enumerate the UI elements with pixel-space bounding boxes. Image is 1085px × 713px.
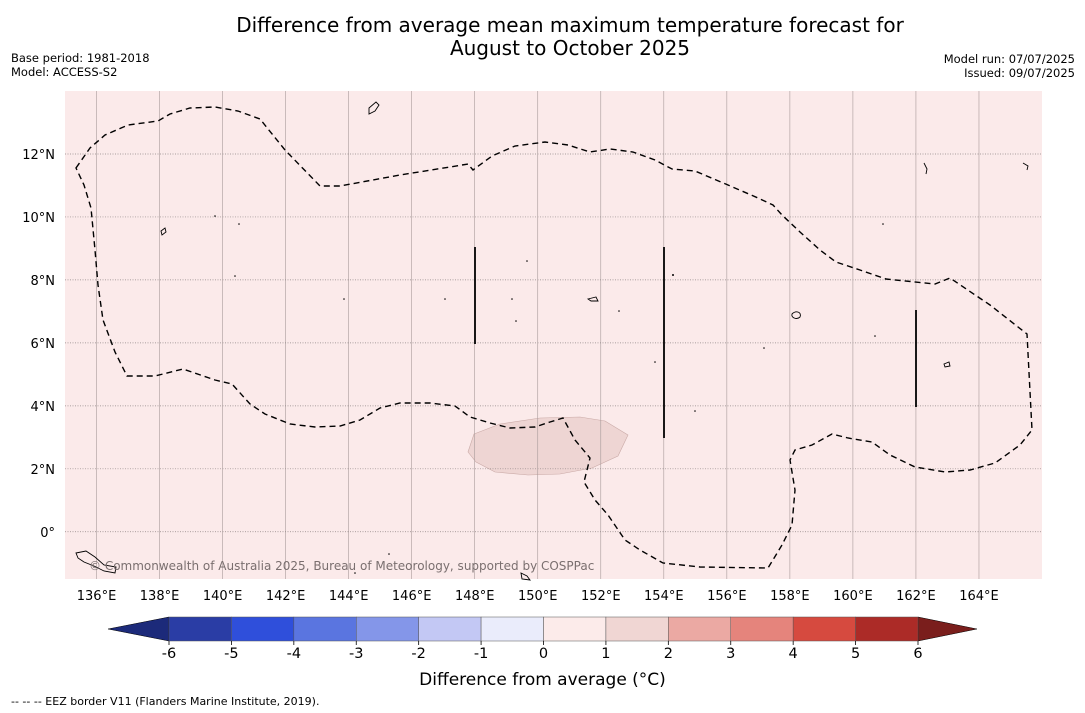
colorbar-tick-label: -2 [411, 646, 425, 662]
colorbar-tick-label: -5 [224, 646, 238, 662]
latitude-gridlines [65, 153, 1042, 533]
longitude-tick-label: 144°E [329, 589, 369, 604]
anomaly-region [467, 416, 629, 476]
island [586, 296, 599, 302]
island [75, 550, 117, 574]
colorbar-tick-label: 1 [601, 646, 610, 662]
colorbar-swatch [543, 616, 607, 642]
copyright-text: © Commonwealth of Australia 2025, Bureau… [89, 559, 594, 573]
colorbar-extend-low [107, 616, 170, 642]
latitude-tick-label: 10°N [22, 211, 55, 226]
issued-date: Issued: 09/07/2025 [964, 66, 1075, 80]
colorbar-swatch [231, 616, 295, 642]
island-dot [694, 410, 696, 412]
island [943, 361, 951, 368]
island-dot [654, 361, 656, 363]
islands [75, 101, 1029, 581]
eez-legend-note: -- -- -- EEZ border V11 (Flanders Marine… [11, 695, 320, 708]
colorbar-swatch [356, 616, 419, 642]
meta-right: Model run: 07/07/2025 Issued: 09/07/2025 [944, 52, 1075, 80]
island-dot [354, 572, 356, 574]
island [368, 101, 380, 115]
island [520, 572, 531, 581]
island-dot [526, 260, 528, 262]
colorbar-tick-label: 4 [789, 646, 798, 662]
longitude-tick-label: 140°E [203, 589, 243, 604]
island-dot [763, 347, 765, 349]
longitude-tick-label: 160°E [833, 589, 873, 604]
colorbar-swatch [168, 616, 232, 642]
island-dot [343, 298, 345, 300]
meta-left: Base period: 1981-2018 Model: ACCESS-S2 [11, 51, 150, 79]
colorbar-swatch [668, 616, 731, 642]
title-line-1: Difference from average mean maximum tem… [236, 13, 904, 37]
latitude-tick-label: 4°N [31, 400, 56, 415]
island-dot [511, 298, 513, 300]
latitude-labels: 12°N 10°N 8°N 6°N 4°N 2°N 0° [22, 148, 55, 541]
longitude-tick-label: 158°E [770, 589, 810, 604]
island-dot [618, 310, 620, 312]
colorbar-tick-label: -3 [349, 646, 363, 662]
island [1022, 162, 1029, 171]
colorbar-tick-label: -1 [474, 646, 488, 662]
colorbar-tick-label: -6 [162, 646, 176, 662]
longitude-tick-label: 156°E [707, 589, 747, 604]
model-name: Model: ACCESS-S2 [11, 65, 118, 79]
colorbar-tick-label: 2 [664, 646, 673, 662]
colorbar-swatch [480, 616, 544, 642]
map-background [65, 91, 1042, 579]
island-dot [874, 335, 876, 337]
longitude-tick-label: 152°E [581, 589, 621, 604]
colorbar-tick-label: -4 [287, 646, 301, 662]
island-dot [444, 298, 446, 300]
longitude-tick-label: 138°E [140, 589, 180, 604]
island-dot [672, 274, 674, 276]
colorbar-extend-high [917, 616, 978, 642]
longitude-tick-label: 136°E [77, 589, 117, 604]
longitude-tick-label: 162°E [896, 589, 936, 604]
colorbar-tick-label: 6 [913, 646, 922, 662]
longitude-tick-label: 154°E [644, 589, 684, 604]
base-period: Base period: 1981-2018 [11, 51, 150, 65]
colorbar: -6 -5 -4 -3 -2 -1 0 1 2 3 4 5 6 [107, 616, 978, 662]
longitude-tick-label: 164°E [959, 589, 999, 604]
colorbar-swatch [730, 616, 794, 642]
island-dot [214, 215, 216, 217]
colorbar-swatch [605, 616, 669, 642]
colorbar-tick-label: 0 [539, 646, 548, 662]
title-line-2: August to October 2025 [449, 36, 691, 60]
colorbar-swatch [293, 616, 357, 642]
latitude-tick-label: 12°N [22, 148, 55, 163]
latitude-tick-label: 8°N [31, 274, 56, 289]
longitude-tick-label: 148°E [455, 589, 495, 604]
island-dot [515, 320, 517, 322]
island-dot [234, 275, 236, 277]
island-dot [238, 223, 240, 225]
colorbar-tick-label: 3 [726, 646, 735, 662]
longitude-tick-label: 150°E [518, 589, 558, 604]
island-dot [882, 223, 884, 225]
model-run: Model run: 07/07/2025 [943, 52, 1075, 66]
longitude-tick-label: 146°E [392, 589, 432, 604]
island-dot [388, 553, 390, 555]
map-title: Difference from average mean maximum tem… [0, 14, 1085, 60]
colorbar-swatch [418, 616, 482, 642]
colorbar-tick-label: 5 [851, 646, 860, 662]
longitude-tick-label: 142°E [266, 589, 306, 604]
latitude-tick-label: 2°N [31, 463, 56, 478]
island [160, 227, 167, 236]
colorbar-title: Difference from average (°C) [419, 670, 666, 690]
island [791, 311, 801, 319]
latitude-tick-label: 6°N [31, 337, 56, 352]
colorbar-swatch [792, 616, 856, 642]
island [923, 162, 928, 175]
small-islands [214, 215, 884, 574]
map-panel: © Commonwealth of Australia 2025, Bureau… [65, 91, 1042, 581]
colorbar-swatch [855, 616, 919, 642]
latitude-tick-label: 0° [40, 526, 55, 541]
longitude-labels: 136°E 138°E 140°E 142°E 144°E 146°E 148°E 150°E… [77, 589, 999, 604]
